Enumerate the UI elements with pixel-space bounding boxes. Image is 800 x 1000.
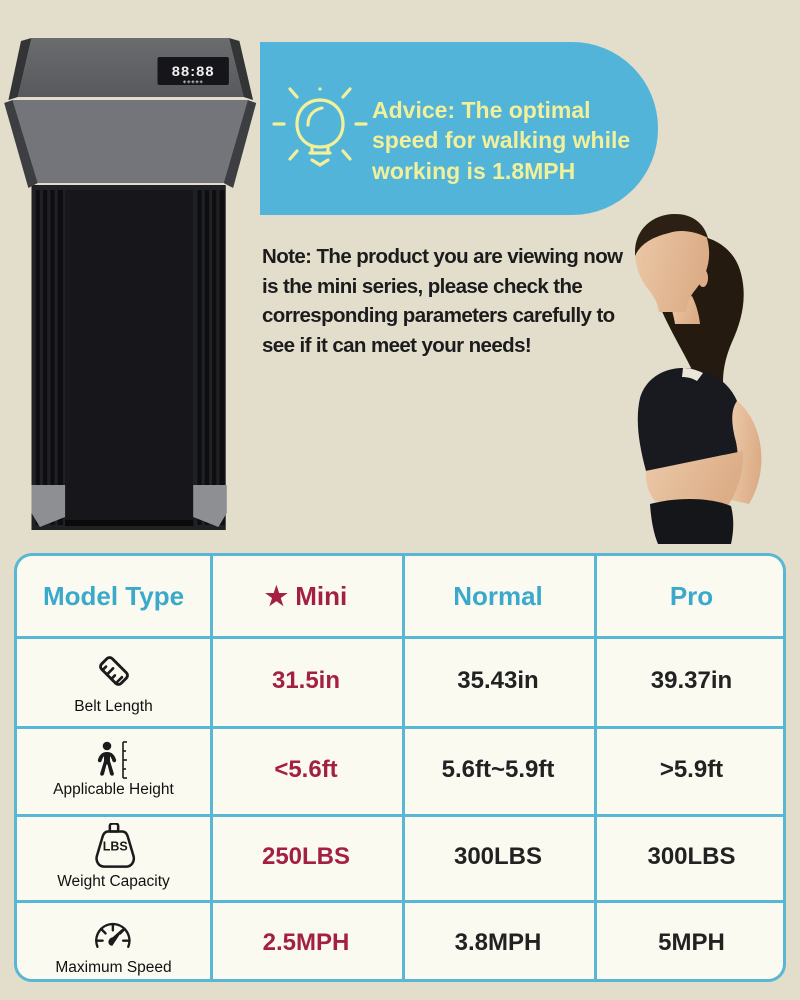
svg-text:◈◈◈◈◈: ◈◈◈◈◈: [183, 79, 204, 84]
svg-text:88:88: 88:88: [172, 64, 215, 80]
svg-text:LBS: LBS: [102, 840, 127, 854]
